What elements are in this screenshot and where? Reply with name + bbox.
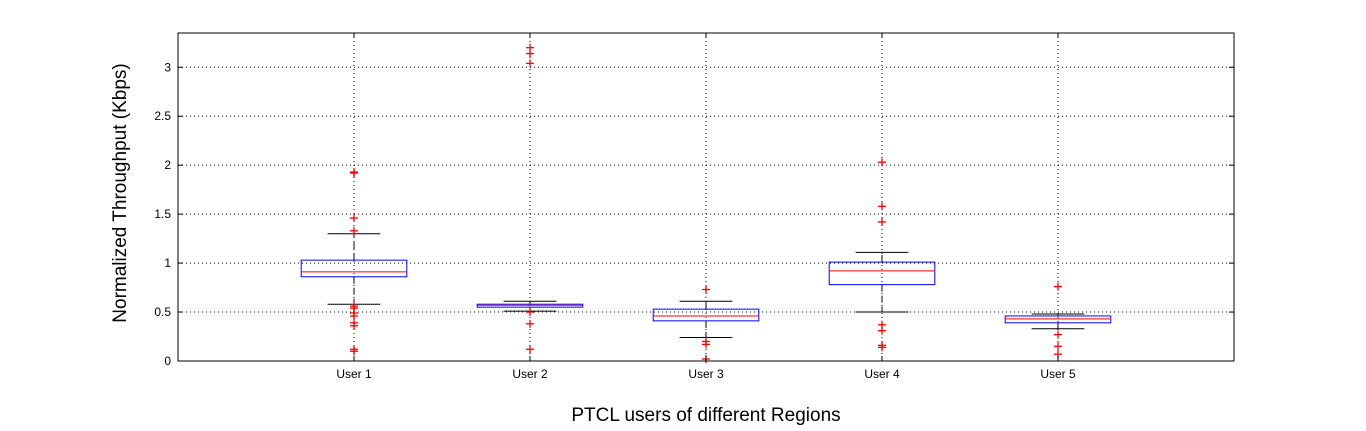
x-tick-label: User 1	[336, 367, 372, 381]
outlier-marker	[350, 214, 358, 223]
outlier-marker	[350, 169, 358, 178]
y-tick-label: 2.5	[154, 109, 171, 123]
iqr-box	[300, 259, 408, 278]
box-layer	[300, 43, 1112, 364]
y-tick-label: 1	[164, 256, 171, 270]
y-tick-label: 1.5	[154, 207, 171, 221]
box-group-4	[828, 158, 936, 352]
x-tick-label: User 5	[1040, 367, 1076, 381]
outlier-marker	[702, 285, 710, 294]
outlier-marker	[350, 311, 358, 320]
outlier-marker	[702, 340, 710, 349]
outlier-marker	[526, 59, 534, 68]
x-tick-label: User 2	[512, 367, 548, 381]
y-tick-label: 3	[164, 60, 171, 74]
outlier-marker	[526, 308, 534, 317]
outlier-marker	[526, 49, 534, 58]
outlier-marker	[350, 347, 358, 356]
outlier-marker	[350, 226, 358, 235]
outlier-marker	[878, 326, 886, 335]
outlier-marker	[878, 343, 886, 352]
box-group-2	[476, 43, 584, 354]
iqr-box	[652, 308, 760, 322]
outlier-marker	[350, 321, 358, 330]
box-group-1	[300, 168, 408, 356]
outlier-marker	[1054, 330, 1062, 339]
x-tick-label: User 3	[688, 367, 724, 381]
iqr-box	[828, 261, 936, 286]
grid-layer	[178, 33, 1234, 361]
tick-layer: 0 0.5 1 1.5 2 2.5 3 User 1 User 2 User 3 User 4 Use…	[154, 33, 1234, 381]
outlier-marker	[526, 345, 534, 354]
box-group-3	[652, 285, 760, 364]
x-axis-label: PTCL users of different Regions	[571, 405, 840, 426]
y-tick-label: 0.5	[154, 305, 171, 319]
y-tick-label: 2	[164, 158, 171, 172]
box-group-5	[1004, 282, 1112, 359]
outlier-marker	[1054, 342, 1062, 351]
x-tick-label: User 4	[864, 367, 900, 381]
y-tick-label: 0	[164, 354, 171, 368]
outlier-marker	[878, 217, 886, 226]
outlier-marker	[878, 202, 886, 211]
y-axis-label: Normalized Throughput (Kbps)	[110, 63, 131, 322]
outlier-marker	[878, 158, 886, 167]
outlier-marker	[526, 319, 534, 328]
outlier-marker	[1054, 282, 1062, 291]
